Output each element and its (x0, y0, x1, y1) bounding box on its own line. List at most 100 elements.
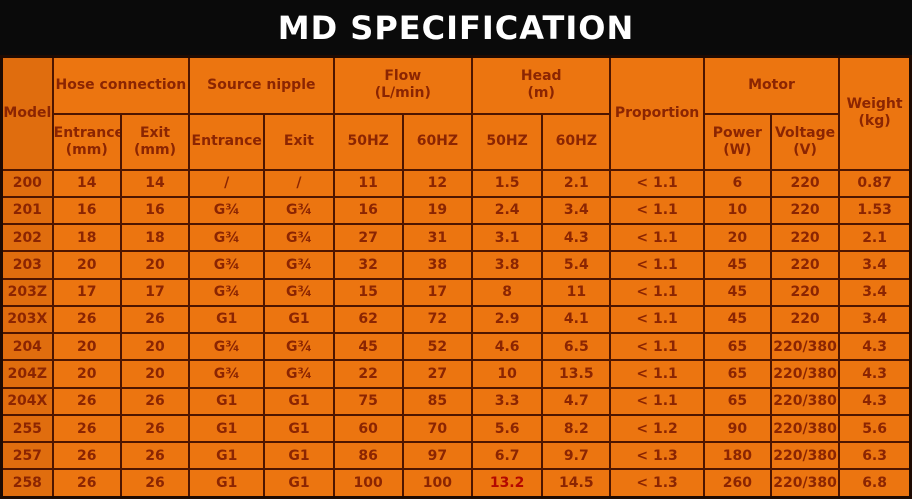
data-cell: 85 (401, 386, 474, 416)
data-cell: 8 (470, 277, 544, 307)
data-cell: < 1.1 (609, 277, 705, 307)
model-cell: 203 (0, 250, 54, 280)
data-cell: 3.4 (838, 277, 912, 307)
table-row: 255 26 26 G1 G1 60 70 5.6 8.2 < 1.2 90 220/380 5.6 (0, 413, 912, 444)
data-cell: 20 (702, 223, 772, 253)
data-cell: < 1.1 (609, 359, 705, 389)
specification-table: Model Hose connection Source nipple Flow… (0, 55, 912, 499)
flow-unit: (L/min) (374, 85, 431, 102)
model-cell: 203X (0, 304, 54, 335)
data-cell: G¾ (263, 359, 335, 389)
data-cell: 4.1 (541, 304, 612, 335)
title-bar: MD SPECIFICATION (0, 0, 912, 55)
column-header-power: Power (W) (702, 112, 772, 171)
data-cell: 220 (769, 168, 841, 198)
column-group-motor: Motor (702, 55, 841, 115)
data-cell: G1 (188, 468, 266, 499)
model-cell: 255 (0, 413, 54, 444)
data-cell: G1 (188, 386, 266, 416)
voltage-label: Voltage (774, 124, 836, 141)
data-cell: < 1.2 (609, 413, 705, 444)
data-cell: 16 (332, 195, 404, 226)
data-cell: 13.2 (470, 468, 544, 499)
data-cell: 16 (51, 195, 122, 226)
data-cell: 75 (332, 386, 404, 416)
column-group-head: Head (m) (470, 55, 612, 115)
table-row: 203X 26 26 G1 G1 62 72 2.9 4.1 < 1.1 45 220 3.4 (0, 304, 912, 335)
data-cell: 9.7 (541, 441, 612, 471)
data-cell: 3.3 (470, 386, 544, 416)
table-row: 203Z 17 17 G¾ G¾ 15 17 8 11 < 1.1 45 220 3.4 (0, 277, 912, 307)
data-cell: 4.3 (838, 359, 912, 389)
data-cell: 27 (401, 359, 474, 389)
data-cell: G¾ (188, 277, 266, 307)
hose-entrance-unit: (mm) (65, 141, 108, 158)
data-cell: 4.6 (470, 332, 544, 362)
data-cell: 17 (119, 277, 191, 307)
data-cell: 26 (51, 304, 122, 335)
data-cell: 20 (119, 250, 191, 280)
data-cell: 15 (332, 277, 404, 307)
data-cell: 52 (401, 332, 474, 362)
head-label: Head (520, 68, 562, 85)
data-cell: 1.5 (470, 168, 544, 198)
table-row: 258 26 26 G1 G1 100 100 13.2 14.5 < 1.3 260 220/380… (0, 468, 912, 499)
data-cell: G¾ (188, 359, 266, 389)
data-cell: 65 (702, 332, 772, 362)
data-cell: < 1.1 (609, 386, 705, 416)
data-cell: 1.53 (838, 195, 912, 226)
data-cell: 8.2 (541, 413, 612, 444)
data-cell: 2.1 (541, 168, 612, 198)
table-row: 201 16 16 G¾ G¾ 16 19 2.4 3.4 < 1.1 10 220 1.53 (0, 195, 912, 226)
data-cell: 13.5 (541, 359, 612, 389)
data-cell: G1 (263, 413, 335, 444)
data-cell: 70 (401, 413, 474, 444)
column-header-nipple-entrance: Entrance (188, 112, 266, 171)
data-cell: 6.5 (541, 332, 612, 362)
data-cell: 20 (51, 359, 122, 389)
column-group-source-nipple: Source nipple (188, 55, 335, 115)
data-cell: 11 (541, 277, 612, 307)
data-cell: 26 (51, 413, 122, 444)
data-cell: 45 (702, 304, 772, 335)
weight-unit: (kg) (858, 113, 891, 130)
data-cell: 180 (702, 441, 772, 471)
table-row: 202 18 18 G¾ G¾ 27 31 3.1 4.3 < 1.1 20 220 2.1 (0, 223, 912, 253)
data-cell: 5.4 (541, 250, 612, 280)
data-cell: / (188, 168, 266, 198)
data-cell: < 1.1 (609, 304, 705, 335)
data-cell: < 1.3 (609, 468, 705, 499)
data-cell: 38 (401, 250, 474, 280)
data-cell: 220/380 (769, 413, 841, 444)
data-cell: G¾ (263, 277, 335, 307)
column-header-head-60hz: 60HZ (541, 112, 612, 171)
data-cell: 3.4 (838, 250, 912, 280)
data-cell: 32 (332, 250, 404, 280)
data-cell: 65 (702, 386, 772, 416)
data-cell: 22 (332, 359, 404, 389)
data-cell: 17 (51, 277, 122, 307)
data-cell: G¾ (188, 250, 266, 280)
header-group-row: Model Hose connection Source nipple Flow… (0, 55, 912, 171)
data-cell: 3.4 (541, 195, 612, 226)
weight-label: Weight (846, 96, 903, 113)
table-row: 204X 26 26 G1 G1 75 85 3.3 4.7 < 1.1 65 220/380 4.3 (0, 386, 912, 416)
voltage-unit: (V) (793, 141, 817, 158)
column-header-flow-50hz: 50HZ (332, 112, 404, 171)
table-body: 200 14 14//11 12 1.5 2.1 < 1.1 6 220 0.87 201 16 16 G… (0, 168, 912, 499)
data-cell: G1 (263, 468, 335, 499)
data-cell: 220/380 (769, 332, 841, 362)
data-cell: 5.6 (838, 413, 912, 444)
data-cell: 4.3 (541, 223, 612, 253)
data-cell: G¾ (263, 223, 335, 253)
data-cell: 6 (702, 168, 772, 198)
data-cell: 11 (332, 168, 404, 198)
model-cell: 200 (0, 168, 54, 198)
data-cell: 3.8 (470, 250, 544, 280)
column-group-hose-connection: Hose connection (51, 55, 191, 115)
header-sub-row: Entrance (mm) Exit (mm) Entrance Exit 50… (2, 112, 911, 171)
table-row: 204Z 20 20 G¾ G¾ 22 27 10 13.5 < 1.1 65 220/380 4.3 (0, 359, 912, 389)
data-cell: 62 (332, 304, 404, 335)
data-cell: 260 (702, 468, 772, 499)
data-cell: 5.6 (470, 413, 544, 444)
